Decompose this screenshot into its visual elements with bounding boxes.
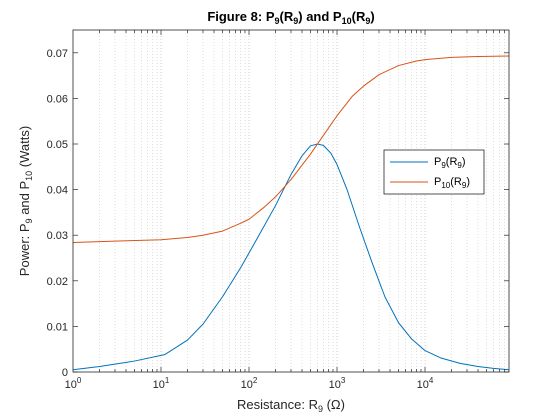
y-tick-label: 0.02 [47, 276, 68, 288]
y-tick-label: 0.05 [47, 139, 68, 151]
x-grid [99, 30, 505, 372]
y-tick-label: 0.01 [47, 321, 68, 333]
x-tick-label: 102 [241, 376, 258, 391]
x-tick-label: 104 [417, 376, 434, 391]
x-tick-label: 101 [153, 376, 170, 391]
y-tick-label: 0.07 [47, 48, 68, 60]
y-tick-label: 0.04 [47, 185, 68, 197]
series-line-p9 [72, 143, 510, 371]
y-axis-label: Power: P9 and P10 (Watts) [17, 126, 34, 276]
ticks: 100 101 102 103 104 0 0.01 0.02 0.03 0.04 0.05 0.06… [47, 30, 509, 391]
series-layer [72, 55, 510, 371]
chart-title: Figure 8: P9(R9) and P10(R9) [207, 9, 374, 26]
legend-box [383, 149, 485, 195]
x-tick-label: 100 [65, 376, 82, 391]
series-line-p10 [72, 55, 510, 243]
legend: P9(R9) P10(R9) [383, 149, 485, 195]
x-tick-label: 103 [329, 376, 346, 391]
y-tick-label: 0.03 [47, 230, 68, 242]
y-tick-label: 0 [62, 367, 68, 379]
legend-label-p10: P10(R9) [434, 176, 470, 190]
legend-label-p9: P9(R9) [434, 156, 466, 170]
y-tick-label: 0.06 [47, 93, 68, 105]
x-axis-label: Resistance: R9 (Ω) [237, 397, 345, 414]
